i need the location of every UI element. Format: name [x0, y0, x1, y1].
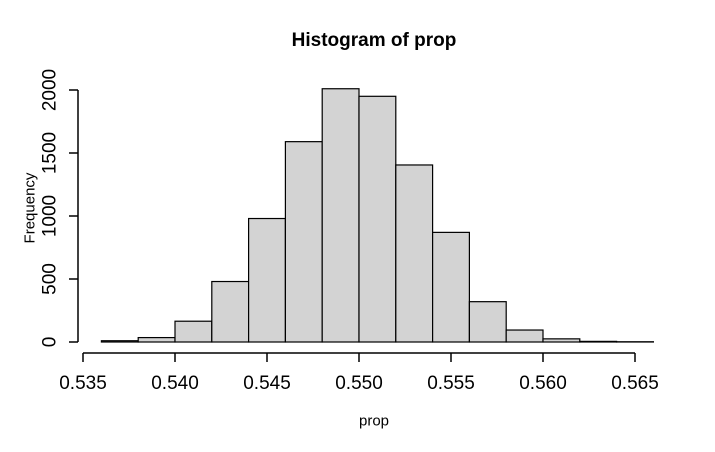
histogram-bar — [358, 95, 397, 343]
y-tick-label: 1500 — [40, 132, 61, 174]
x-tick-label: 0.550 — [335, 373, 383, 394]
x-tick-label: 0.540 — [151, 373, 199, 394]
histogram-bar — [174, 320, 213, 343]
histogram-bar — [284, 141, 323, 343]
histogram-bar — [321, 88, 360, 343]
x-axis-label: prop — [358, 412, 390, 430]
histogram-bar — [432, 231, 471, 343]
y-tick-label: 2000 — [40, 69, 61, 111]
histogram-bar — [505, 329, 544, 343]
histogram-bar — [395, 164, 434, 343]
y-tick-label: 500 — [40, 263, 61, 295]
histogram-bar — [579, 340, 618, 343]
histogram-bar — [542, 338, 581, 343]
x-tick-label: 0.535 — [59, 373, 107, 394]
chart-title: Histogram of prop — [291, 30, 457, 51]
x-tick-label: 0.565 — [611, 373, 659, 394]
histogram-bar — [137, 336, 176, 343]
histogram-bar — [100, 340, 139, 343]
histogram-bar — [468, 301, 507, 343]
histogram-bar — [248, 217, 287, 343]
x-tick-label: 0.560 — [519, 373, 567, 394]
x-tick-label: 0.545 — [243, 373, 291, 394]
y-tick-label: 0 — [40, 337, 61, 348]
x-tick-label: 0.555 — [427, 373, 475, 394]
histogram-bar — [211, 280, 250, 343]
y-tick-label: 1000 — [40, 195, 61, 237]
